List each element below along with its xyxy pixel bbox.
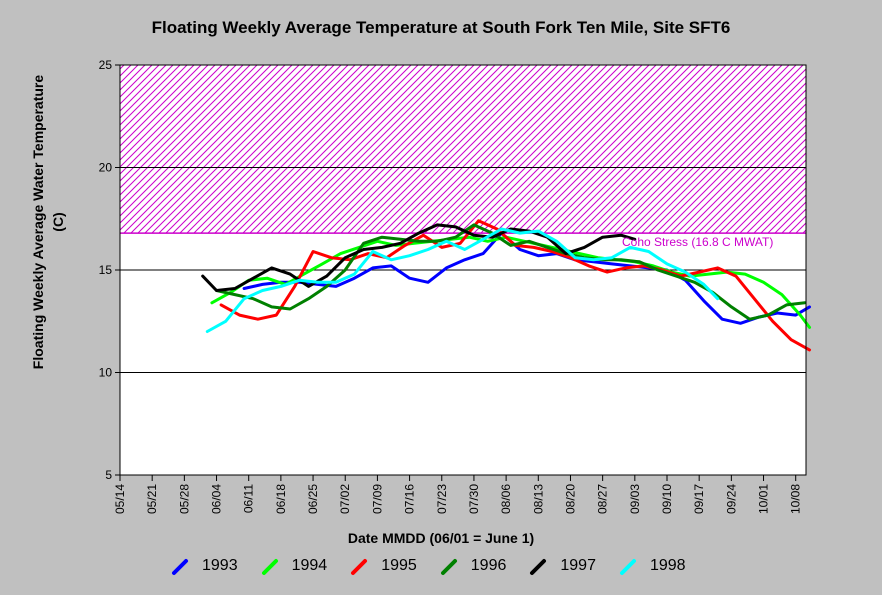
y-tick-label: 5: [105, 468, 112, 482]
x-tick-label: 06/04: [210, 484, 224, 514]
legend-swatch: [351, 559, 368, 575]
coho-stress-band: [120, 65, 806, 234]
y-tick-label: 20: [99, 161, 113, 175]
x-tick-label: 06/11: [242, 484, 256, 513]
x-tick-label: 10/01: [757, 484, 771, 514]
chart-title: Floating Weekly Average Temperature at S…: [151, 18, 731, 37]
x-tick-label: 05/21: [145, 484, 159, 514]
legend-label: 1997: [560, 557, 596, 574]
y-axis-label: Floating Weekly Average Water Temperatur…: [30, 74, 66, 370]
legend-item-1998: 1998: [618, 554, 686, 578]
legend-swatch: [172, 559, 188, 575]
x-tick-label: 05/14: [113, 484, 127, 514]
y-tick-label: 15: [99, 263, 113, 277]
legend-item-1994: 1994: [260, 554, 328, 578]
x-tick-label: 07/23: [435, 484, 449, 514]
x-tick-label: 09/10: [660, 484, 674, 514]
y-tick-label: 10: [99, 366, 113, 380]
legend-item-1995: 1995: [349, 554, 417, 578]
series-line-1994: [210, 235, 811, 329]
legend-swatch: [530, 559, 547, 575]
legend-swatch: [261, 559, 278, 575]
x-tick-label: 07/30: [467, 484, 481, 514]
x-tick-label: 06/25: [306, 484, 320, 514]
legend-swatch: [619, 559, 636, 575]
x-tick-label: 09/17: [692, 484, 706, 514]
legend-label: 1995: [381, 557, 417, 574]
legend: 1993 1994 1995 1996 1997 1998: [170, 554, 708, 578]
x-tick-label: 07/09: [370, 484, 384, 514]
legend-label: 1994: [291, 557, 328, 574]
x-tick-label: 08/20: [563, 484, 577, 514]
legend-item-1997: 1997: [528, 554, 596, 578]
x-tick-label: 09/03: [628, 484, 642, 514]
x-tick-label: 07/16: [403, 484, 417, 514]
series-line-1997: [201, 223, 637, 292]
y-tick-label: 25: [99, 58, 113, 72]
x-tick-label: 09/24: [724, 484, 738, 514]
legend-label: 1993: [202, 557, 238, 574]
x-tick-label: 06/18: [274, 484, 288, 514]
x-axis-label: Date MMDD (06/01 = June 1): [347, 530, 535, 546]
series-line-1993: [242, 231, 811, 325]
x-tick-label: 07/02: [338, 484, 352, 514]
threshold-label: Coho Stress (16.8 C MWAT): [622, 235, 773, 249]
legend-label: 1996: [470, 557, 507, 574]
legend-swatch: [440, 559, 457, 575]
x-tick-label: 08/27: [596, 484, 610, 514]
x-tick-label: 08/06: [499, 484, 513, 514]
x-tick-label: 10/08: [789, 484, 803, 514]
x-tick-label: 05/28: [177, 484, 191, 514]
x-tick-label: 08/13: [531, 484, 545, 514]
legend-item-1993: 1993: [170, 554, 238, 578]
series-line-1998: [205, 227, 720, 333]
legend-item-1996: 1996: [439, 554, 507, 578]
legend-label: 1998: [649, 557, 686, 574]
